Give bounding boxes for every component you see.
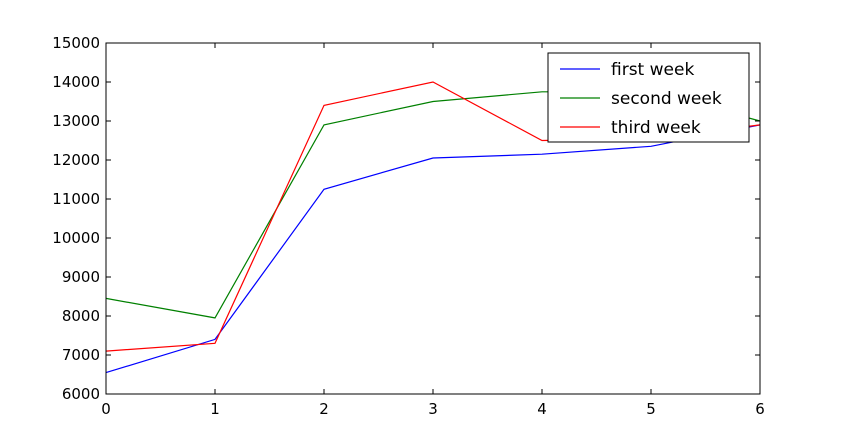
legend-label: third week — [611, 118, 701, 138]
y-tick-label: 8000 — [62, 307, 100, 325]
legend-label: first week — [611, 60, 694, 80]
y-tick-label: 6000 — [62, 385, 100, 403]
y-tick-label: 9000 — [62, 268, 100, 286]
x-tick-label: 6 — [755, 400, 765, 418]
series-line-1 — [105, 124, 761, 374]
y-tick-label: 15000 — [52, 34, 100, 52]
y-tick-label: 10000 — [52, 229, 100, 247]
y-tick-label: 7000 — [62, 346, 100, 364]
y-tick-label: 12000 — [52, 151, 100, 169]
x-axis: 0 1 2 3 4 5 6 — [101, 43, 765, 418]
y-tick-label: 13000 — [52, 112, 100, 130]
y-tick-label: 14000 — [52, 73, 100, 91]
x-tick-label: 0 — [101, 400, 111, 418]
x-tick-label: 5 — [646, 400, 656, 418]
x-tick-label: 4 — [537, 400, 547, 418]
y-axis: 6000 7000 8000 9000 10000 11000 12000 13000 1400… — [52, 34, 760, 403]
x-tick-label: 2 — [319, 400, 329, 418]
x-tick-label: 3 — [428, 400, 438, 418]
y-tick-label: 11000 — [52, 190, 100, 208]
x-tick-label: 1 — [210, 400, 220, 418]
legend: first week second week third week — [547, 52, 750, 143]
legend-label: second week — [611, 89, 722, 109]
